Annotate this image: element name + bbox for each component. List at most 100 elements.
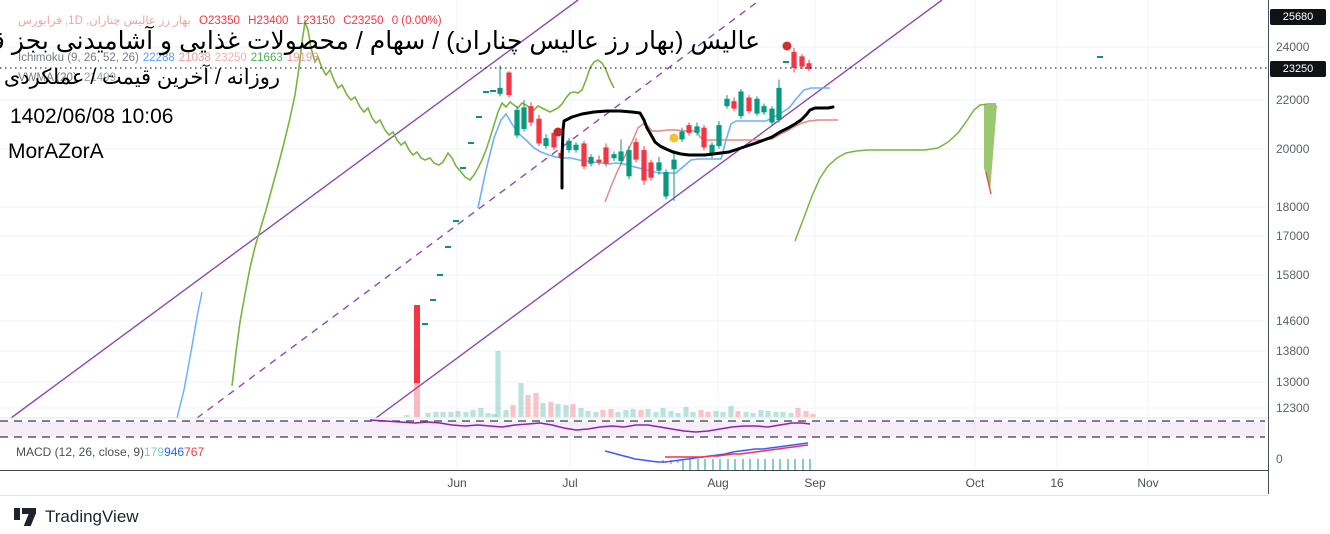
- volume-bar: [578, 408, 584, 417]
- volume-bar: [404, 415, 410, 417]
- symbol-name[interactable]: بهار رز عالیس چناران, 1D, فرابورس: [18, 15, 191, 27]
- volume-bar: [518, 383, 524, 417]
- volume-bar: [570, 404, 576, 417]
- macd-signal-line: [665, 444, 809, 458]
- ichimoku-span-a: [794, 103, 996, 242]
- volume-bar: [623, 410, 629, 417]
- candle-body: [746, 97, 752, 112]
- price-tick-label: 20000: [1276, 142, 1310, 156]
- volume-bar: [668, 411, 674, 417]
- vwma-legend[interactable]: VWMA (20) 21499: [18, 72, 116, 84]
- ohlc-close: C23250: [343, 15, 384, 27]
- vwma-label: VWMA (20): [18, 72, 77, 84]
- volume-bar: [713, 411, 719, 417]
- time-axis[interactable]: Jun Jul Aug Sep Oct 16 Nov: [0, 470, 1268, 496]
- candle-body: [603, 147, 609, 164]
- candle-body: [731, 101, 737, 109]
- candle-body: [769, 108, 775, 123]
- macd-line: [604, 442, 809, 463]
- volume-bar: [463, 412, 469, 417]
- price-tick-label: 14600: [1276, 314, 1310, 328]
- macd-label: MACD (12, 26, close, 9): [16, 445, 145, 459]
- ichimoku-value: 21663: [250, 52, 283, 64]
- price-axis[interactable]: 24000 22000 20000 18000 17000 15800 14600 13800…: [1268, 0, 1330, 494]
- macd-value: 179: [144, 445, 165, 459]
- macd-zero-label: 0: [1276, 452, 1283, 466]
- volume-bar: [675, 413, 681, 417]
- ohlc-change: 0 (0.00%): [391, 15, 442, 27]
- chart-canvas[interactable]: [0, 0, 1268, 500]
- annotation-title: عالیس (بهار رز عالیس چناران) / سهام / مح…: [0, 27, 760, 55]
- candle-body: [679, 131, 685, 140]
- ichimoku-label: Ichimoku (9, 26, 52, 26): [18, 52, 139, 64]
- volume-bar: [750, 413, 756, 417]
- volume-bar: [630, 409, 636, 417]
- highlight-band: [0, 421, 1265, 437]
- time-tick-label: Jun: [447, 476, 467, 490]
- volume-bar: [735, 411, 741, 417]
- candle-body: [656, 162, 662, 171]
- candle-body: [528, 106, 534, 123]
- candle-body: [776, 87, 782, 120]
- price-tick-label: 24000: [1276, 40, 1310, 54]
- ichimoku-value: 22288: [142, 52, 175, 64]
- candle-body: [738, 91, 744, 117]
- volume-bar: [705, 412, 711, 417]
- annotation-datetime: 1402/06/08 10:06: [10, 105, 174, 128]
- candle-body: [573, 144, 579, 151]
- candle-body: [716, 125, 722, 147]
- volume-bar: [600, 410, 606, 417]
- ichimoku-chikou-line: [231, 18, 615, 387]
- volume-bar: [555, 404, 561, 417]
- volume-bar: [645, 409, 651, 417]
- trend-channel-line: [10, 0, 579, 419]
- candle-body: [791, 51, 797, 68]
- price-tick-label: 17000: [1276, 229, 1310, 243]
- volume-bar: [593, 412, 599, 417]
- yellow-dot: [669, 133, 679, 143]
- volume-spike: [414, 305, 420, 383]
- candle-body: [626, 150, 632, 177]
- time-tick-label: Aug: [707, 476, 729, 490]
- ichimoku-value: 21038: [178, 52, 211, 64]
- volume-bar: [525, 395, 531, 417]
- volume-bar: [690, 412, 696, 417]
- macd-legend[interactable]: MACD (12, 26, close, 9)179946767: [16, 445, 204, 459]
- band-squiggle-line: [369, 419, 811, 433]
- price-badge: 23250: [1270, 61, 1326, 77]
- candle-body: [724, 98, 730, 107]
- symbol-legend[interactable]: بهار رز عالیس چناران, 1D, فرابورس O23350…: [18, 13, 442, 27]
- ichimoku-value: 23250: [214, 52, 247, 64]
- time-tick-label: Jul: [562, 476, 578, 490]
- candle-body: [663, 172, 669, 197]
- volume-bar: [485, 413, 491, 417]
- tradingview-logo[interactable]: TradingView: [14, 507, 139, 527]
- volume-bar: [470, 410, 476, 417]
- volume-bar: [608, 409, 614, 417]
- ohlc-low: L23150: [296, 15, 336, 27]
- volume-bar: [758, 410, 764, 417]
- annotation-subtitle: روزانه / آخرین قیمت / عملکردی: [3, 66, 280, 89]
- candle-body: [648, 162, 654, 178]
- volume-bar: [440, 412, 446, 417]
- volume-bar: [491, 414, 497, 417]
- candle-body: [701, 127, 707, 148]
- volume-bar: [638, 410, 644, 417]
- volume-bar: [743, 412, 749, 417]
- candle-body: [633, 142, 639, 160]
- candle-body: [536, 118, 542, 144]
- ichimoku-legend[interactable]: Ichimoku (9, 26, 52, 26) 22288 21038 23250 2…: [18, 52, 319, 64]
- volume-bar: [773, 412, 779, 417]
- candle-body: [543, 138, 549, 147]
- volume-bar: [788, 413, 794, 417]
- volume-bar: [533, 393, 539, 417]
- ichimoku-kijun-line: [604, 119, 838, 203]
- vwma-value: 21499: [84, 72, 116, 84]
- macd-value: 946: [164, 445, 185, 459]
- price-tick-label: 12300: [1276, 401, 1310, 415]
- candle-body: [506, 72, 512, 96]
- volume-bar: [698, 410, 704, 417]
- candle-body: [694, 126, 700, 133]
- volume-bar: [425, 413, 431, 417]
- volume-bar: [810, 414, 816, 417]
